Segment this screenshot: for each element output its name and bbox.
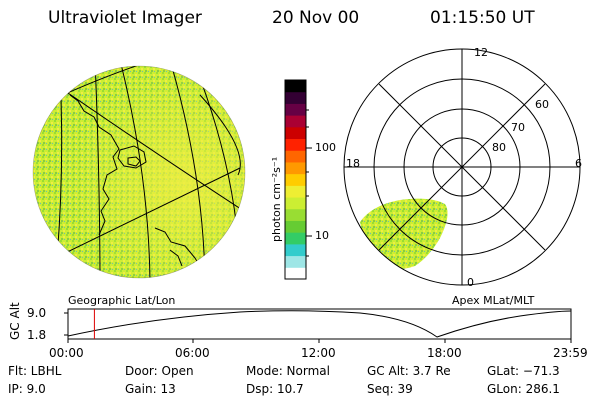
colorbar-band (285, 138, 306, 151)
polar-panel-label: Apex MLat/MLT (452, 294, 535, 307)
mlt-label-12: 12 (474, 46, 488, 59)
footer-flt: Flt: LBHL (8, 364, 62, 378)
footer-mode: Mode: Normal (246, 364, 330, 378)
colorbar-label-10: 10 (315, 229, 329, 242)
colorbar (284, 79, 312, 280)
footer-gain: Gain: 13 (125, 382, 176, 396)
date-label: 20 Nov 00 (272, 8, 360, 28)
footer-glon: GLon: 286.1 (487, 382, 560, 396)
lat-label-80: 80 (492, 141, 506, 154)
time-label: 01:15:50 UT (430, 8, 535, 28)
polar-auroral-oval (360, 198, 448, 269)
colorbar-label-100: 100 (315, 141, 336, 154)
altitude-plot (64, 308, 572, 343)
altitude-curve (67, 310, 572, 338)
altitude-ytick-1-8: 1.8 (27, 328, 47, 342)
colorbar-band (285, 232, 306, 245)
footer-ip: IP: 9.0 (8, 382, 46, 396)
altitude-xtick-6: 06:00 (175, 346, 210, 360)
lat-label-70: 70 (511, 121, 525, 134)
footer-glat: GLat: −71.3 (487, 364, 560, 378)
altitude-xtick-0: 00:00 (49, 346, 84, 360)
altitude-xtick-24: 23:59 (553, 346, 588, 360)
footer-dsp: Dsp: 10.7 (246, 382, 304, 396)
altitude-xtick-12: 12:00 (301, 346, 336, 360)
colorbar-band (285, 255, 306, 268)
colorbar-gradient (285, 80, 306, 280)
colorbar-band (285, 220, 306, 233)
altitude-ylabel: GC Alt (8, 302, 22, 340)
colorbar-band (285, 80, 306, 93)
colorbar-band (285, 185, 306, 198)
mlt-label-0: 0 (467, 276, 474, 289)
colorbar-band (285, 243, 306, 257)
colorbar-band (285, 161, 306, 175)
colorbar-band (285, 208, 306, 221)
mlt-label-6: 6 (575, 157, 582, 170)
lat-label-60: 60 (535, 98, 549, 111)
altitude-xticks (67, 339, 572, 343)
colorbar-minor-ticks (306, 109, 309, 257)
colorbar-band (285, 150, 306, 163)
geo-disk-outline (32, 65, 246, 279)
colorbar-band (285, 197, 306, 210)
polar-plot (343, 48, 581, 286)
colorbar-band (285, 267, 306, 280)
altitude-frame (67, 308, 572, 340)
footer-door: Door: Open (125, 364, 194, 378)
colorbar-band (285, 103, 306, 116)
colorbar-band (285, 91, 306, 104)
altitude-ytick-9: 9.0 (27, 306, 47, 320)
colorbar-unit-label: photon cm⁻²s⁻¹ (270, 156, 283, 242)
geo-panel-label: Geographic Lat/Lon (68, 294, 176, 307)
footer-seq: Seq: 39 (367, 382, 413, 396)
uvi-disk-glow (33, 66, 245, 278)
altitude-xtick-18: 18:00 (427, 346, 462, 360)
altitude-yticks (64, 312, 68, 336)
colorbar-band (285, 126, 306, 140)
footer-gc-alt: GC Alt: 3.7 Re (367, 364, 451, 378)
colorbar-band (285, 173, 306, 186)
polar-grid (343, 48, 581, 286)
mlt-label-18: 18 (346, 157, 360, 170)
instrument-title: Ultraviolet Imager (48, 8, 202, 28)
colorbar-band (285, 115, 306, 128)
colorbar-frame (284, 79, 307, 280)
geographic-image (32, 65, 246, 279)
